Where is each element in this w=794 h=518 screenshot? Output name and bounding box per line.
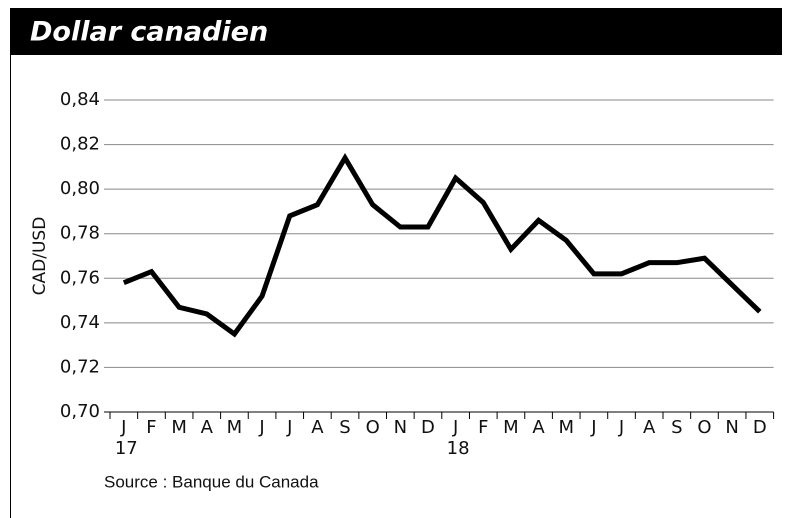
x-tick-label: J <box>120 417 126 438</box>
data-line <box>122 153 762 338</box>
title-bar <box>10 8 782 55</box>
x-tick-label: S <box>339 417 350 438</box>
y-tick-label: 0,74 <box>60 312 100 333</box>
x-tick-label: D <box>753 417 767 438</box>
y-tick-label: 0,84 <box>60 89 100 110</box>
x-tick-label: J <box>286 417 292 438</box>
x-tick-label: A <box>201 417 214 438</box>
y-tick-label: 0,76 <box>60 267 100 288</box>
x-tick-label: O <box>697 417 711 438</box>
x-tick-label: N <box>725 417 738 438</box>
x-tick-label: J <box>590 417 596 438</box>
x-tick-label: M <box>171 417 187 438</box>
source-note: Source : Banque du Canada <box>104 472 319 491</box>
x-year-label: 18 <box>447 438 470 459</box>
x-tick-label: J <box>618 417 624 438</box>
x-tick-label: A <box>643 417 656 438</box>
x-tick-label: S <box>671 417 682 438</box>
y-tick-label: 0,80 <box>60 178 100 199</box>
x-tick-label: N <box>394 417 407 438</box>
x-year-label: 17 <box>115 438 138 459</box>
x-tick-label: J <box>452 417 458 438</box>
y-tick-label: 0,72 <box>60 356 100 377</box>
x-tick-label: F <box>146 417 156 438</box>
chart-title: Dollar canadien <box>30 17 268 48</box>
x-tick-label: F <box>478 417 488 438</box>
y-tick-label: 0,70 <box>60 401 100 422</box>
x-tick-label: A <box>311 417 324 438</box>
x-tick-label: J <box>258 417 264 438</box>
x-tick-label: A <box>532 417 545 438</box>
y-axis-label: CAD/USD <box>30 217 50 296</box>
y-tick-label: 0,82 <box>60 134 100 155</box>
x-tick-label: M <box>227 417 243 438</box>
y-tick-label: 0,78 <box>60 223 100 244</box>
x-tick-label: M <box>503 417 519 438</box>
x-tick-label: M <box>558 417 574 438</box>
x-tick-label: D <box>421 417 435 438</box>
x-tick-label: O <box>366 417 380 438</box>
